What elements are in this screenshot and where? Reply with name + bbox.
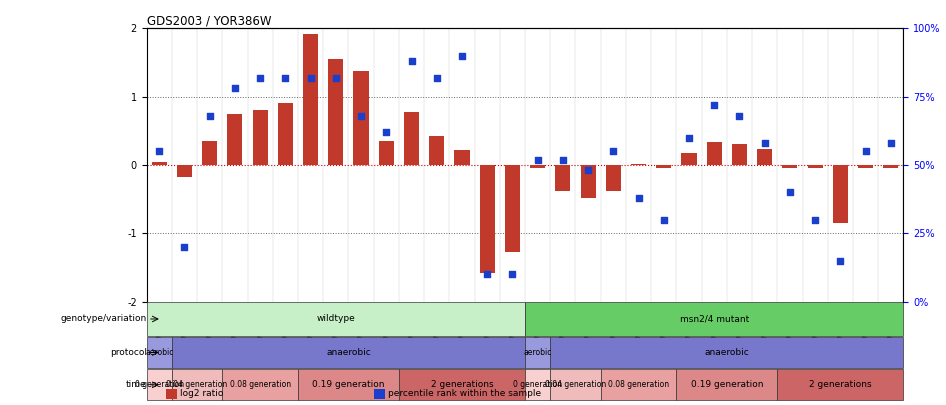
Point: [202, 113, 218, 119]
Bar: [505, 165, 520, 252]
Point: [858, 148, 873, 155]
Text: 0.19 generation: 0.19 generation: [312, 380, 385, 389]
Bar: [707, 143, 722, 165]
Bar: [681, 153, 696, 165]
Point: [555, 156, 570, 163]
Point: [354, 113, 369, 119]
Point: [505, 271, 520, 277]
Bar: [303, 34, 318, 165]
Point: [177, 244, 192, 250]
Bar: [778, 369, 903, 400]
Bar: [404, 112, 419, 165]
Point: [757, 140, 772, 146]
Point: [454, 52, 469, 59]
Point: [681, 134, 696, 141]
Point: [732, 113, 747, 119]
Bar: [227, 114, 242, 165]
Point: [480, 271, 495, 277]
Text: 0 generation: 0 generation: [513, 380, 562, 389]
Bar: [177, 165, 192, 177]
Text: protocol: protocol: [110, 348, 147, 357]
Point: [404, 58, 419, 64]
Bar: [378, 141, 394, 165]
Bar: [631, 164, 646, 165]
Text: 0.08 generation: 0.08 generation: [608, 380, 669, 389]
Point: [328, 74, 343, 81]
Bar: [429, 136, 445, 165]
Point: [303, 74, 318, 81]
Bar: [222, 369, 298, 400]
Bar: [551, 337, 903, 368]
Text: wildtype: wildtype: [317, 314, 355, 324]
Bar: [147, 337, 172, 368]
Bar: [551, 369, 601, 400]
Bar: [525, 369, 551, 400]
Bar: [530, 165, 545, 168]
Text: 0.04 generation: 0.04 generation: [166, 380, 228, 389]
Point: [707, 102, 722, 108]
Point: [782, 189, 797, 196]
Point: [657, 216, 672, 223]
Text: aerobic: aerobic: [523, 348, 552, 357]
Point: [253, 74, 268, 81]
Text: 2 generations: 2 generations: [430, 380, 493, 389]
Bar: [172, 369, 222, 400]
Bar: [581, 165, 596, 198]
Text: 0.08 generation: 0.08 generation: [230, 380, 290, 389]
Bar: [884, 165, 899, 168]
Bar: [525, 337, 551, 368]
Point: [429, 74, 445, 81]
Text: percentile rank within the sample: percentile rank within the sample: [388, 389, 541, 398]
Text: anaerobic: anaerobic: [326, 348, 371, 357]
Text: 0.04 generation: 0.04 generation: [545, 380, 606, 389]
Bar: [808, 165, 823, 168]
Bar: [732, 145, 747, 165]
Bar: [151, 162, 166, 165]
Bar: [278, 104, 293, 165]
Bar: [172, 337, 525, 368]
Point: [378, 129, 394, 135]
Bar: [555, 165, 570, 191]
Point: [151, 148, 166, 155]
Bar: [328, 59, 343, 165]
Bar: [832, 165, 848, 223]
Bar: [601, 369, 676, 400]
Bar: [525, 302, 903, 336]
Text: GDS2003 / YOR386W: GDS2003 / YOR386W: [147, 14, 272, 27]
Bar: [676, 369, 778, 400]
Text: msn2/4 mutant: msn2/4 mutant: [679, 314, 749, 324]
Point: [884, 140, 899, 146]
Point: [631, 194, 646, 201]
Bar: [657, 165, 672, 168]
Text: genotype/variation: genotype/variation: [61, 314, 147, 324]
Point: [278, 74, 293, 81]
Point: [605, 148, 621, 155]
Bar: [858, 165, 873, 168]
Bar: [253, 110, 268, 165]
Bar: [147, 369, 172, 400]
Point: [530, 156, 545, 163]
Bar: [354, 71, 369, 165]
Bar: [454, 150, 469, 165]
Bar: [757, 149, 772, 165]
Bar: [298, 369, 399, 400]
Text: 0 generation: 0 generation: [134, 380, 184, 389]
Bar: [202, 141, 218, 165]
Bar: [399, 369, 525, 400]
Point: [808, 216, 823, 223]
Point: [227, 85, 242, 92]
Text: log2 ratio: log2 ratio: [180, 389, 223, 398]
Point: [832, 257, 848, 264]
Bar: [782, 165, 797, 168]
Bar: [480, 165, 495, 273]
Bar: [605, 165, 621, 191]
Text: 2 generations: 2 generations: [809, 380, 871, 389]
Text: aerobic: aerobic: [145, 348, 173, 357]
Text: time: time: [126, 380, 147, 389]
Text: 0.19 generation: 0.19 generation: [691, 380, 763, 389]
Bar: [147, 302, 525, 336]
Point: [581, 167, 596, 174]
Text: anaerobic: anaerobic: [705, 348, 749, 357]
